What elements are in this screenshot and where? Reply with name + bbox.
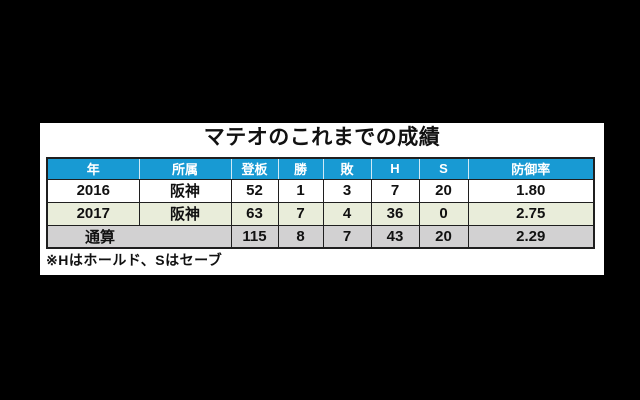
header-holds: H (370, 157, 420, 180)
cell-wins: 8 (277, 224, 324, 248)
cell-holds: 43 (370, 224, 420, 248)
cell-team: 阪神 (138, 201, 232, 226)
cell-year: 2017 (46, 201, 140, 226)
cell-saves: 0 (418, 201, 469, 226)
header-appearances: 登板 (230, 157, 279, 180)
cell-wins: 7 (277, 201, 324, 226)
cell-total-label: 通算 (46, 224, 232, 248)
header-row: 年 所属 登板 勝 敗 H S 防御率 (46, 157, 595, 180)
table-row-2017: 2017 阪神 63 7 4 36 0 2.75 (46, 201, 595, 226)
header-saves: S (418, 157, 469, 180)
header-wins: 勝 (277, 157, 324, 180)
cell-losses: 7 (322, 224, 372, 248)
cell-saves: 20 (418, 224, 469, 248)
cell-era: 1.80 (467, 178, 595, 203)
cell-appearances: 52 (230, 178, 279, 203)
cell-era: 2.29 (467, 224, 595, 248)
table-row-total: 通算 115 8 7 43 20 2.29 (46, 224, 595, 248)
cell-year: 2016 (46, 178, 140, 203)
footnote: ※Hはホールド、Sはセーブ (46, 251, 223, 268)
stats-panel: マテオのこれまでの成績 年 所属 登板 勝 敗 H S 防御率 (40, 123, 604, 275)
cell-holds: 7 (370, 178, 420, 203)
header-losses: 敗 (322, 157, 372, 180)
table-title: マテオのこれまでの成績 (203, 126, 441, 149)
cell-losses: 4 (322, 201, 372, 226)
cell-appearances: 63 (230, 201, 279, 226)
cell-saves: 20 (418, 178, 469, 203)
header-year: 年 (46, 157, 140, 180)
header-team: 所属 (138, 157, 232, 180)
cell-losses: 3 (322, 178, 372, 203)
career-stats-table: 年 所属 登板 勝 敗 H S 防御率 2016 阪神 52 1 3 7 (46, 157, 595, 249)
cell-era: 2.75 (467, 201, 595, 226)
header-era: 防御率 (467, 157, 595, 180)
cell-wins: 1 (277, 178, 324, 203)
cell-holds: 36 (370, 201, 420, 226)
cell-appearances: 115 (230, 224, 279, 248)
cell-team: 阪神 (138, 178, 232, 203)
table-row-2016: 2016 阪神 52 1 3 7 20 1.80 (46, 178, 595, 203)
